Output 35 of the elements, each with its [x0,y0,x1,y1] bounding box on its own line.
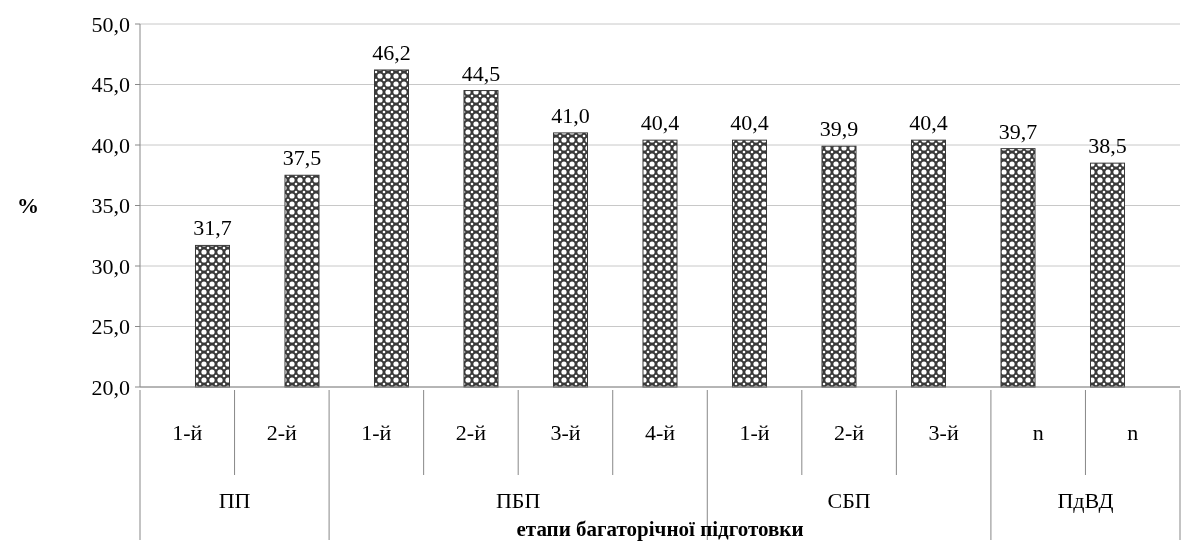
y-tick-label: 25,0 [91,314,130,340]
x-tick-label: 2-й [834,420,865,445]
text: ПП [218,488,251,513]
data-label: 44,5 [461,60,501,86]
data-label: 38,5 [1088,133,1127,159]
x-tick-label: 4-й [644,420,676,445]
text: СБП [827,488,871,513]
y-tick-label: 30,0 [91,253,130,279]
x-tick-label: 3-й [550,420,581,445]
x-tick-label: n [1127,420,1139,445]
text: ПБП [495,488,541,513]
data-label: 39,9 [819,116,859,142]
data-label: 39,7 [998,118,1038,144]
data-label: 40,4 [640,110,680,136]
x-tick-label: 1-й [739,420,770,445]
y-tick-label: 35,0 [91,193,130,219]
data-label: 46,2 [372,39,411,65]
text: ПдВД [1057,488,1114,513]
y-tick-label: 20,0 [91,374,130,400]
x-tick-label: 2-й [266,420,298,445]
x-tick-label: n [1032,420,1044,445]
y-tick-label: 50,0 [91,11,130,37]
x-tick-label: 2-й [455,420,487,445]
y-axis-title: % [17,193,39,219]
y-tick-label: 40,0 [91,132,130,158]
x-tick-label: 3-й [928,420,959,445]
data-label: 31,7 [193,215,232,241]
data-label: 41,0 [551,102,590,128]
data-label: 40,4 [730,110,769,136]
x-axis-title: етапи багаторічної підготовки [516,517,804,541]
x-tick-label: 1-й [361,420,392,445]
data-label: 37,5 [282,145,322,171]
x-tick-label: 1-й [172,420,203,445]
data-label: 40,4 [909,110,948,136]
y-tick-label: 45,0 [91,72,130,98]
